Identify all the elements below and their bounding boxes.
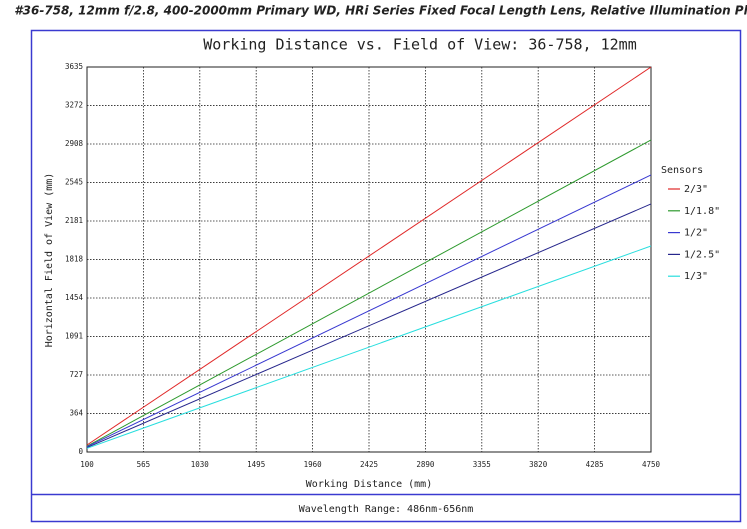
footer: Wavelength Range: 486nm-656nm bbox=[299, 504, 474, 515]
x-tick-label: 2425 bbox=[360, 460, 378, 469]
series-line bbox=[86, 245, 652, 449]
y-tick-label: 364 bbox=[69, 408, 83, 417]
x-tick-label: 3820 bbox=[529, 460, 548, 469]
y-tick-label: 3635 bbox=[65, 62, 83, 71]
frame bbox=[30, 29, 742, 523]
y-axis-label: Horizontal Field of View (mm) bbox=[44, 173, 55, 348]
plot-border bbox=[86, 66, 652, 453]
series-line bbox=[86, 203, 652, 449]
x-axis-label: Working Distance (mm) bbox=[306, 479, 432, 490]
series-line bbox=[86, 139, 652, 447]
x-tick-label: 100 bbox=[80, 460, 94, 469]
y-tick-label: 1454 bbox=[65, 293, 84, 302]
y-tick-label: 2181 bbox=[65, 216, 83, 225]
legend-label: 1/2" bbox=[684, 228, 708, 239]
x-tick-label: 1960 bbox=[304, 460, 323, 469]
legend-label: 1/1.8" bbox=[684, 206, 720, 217]
series-line bbox=[86, 174, 652, 448]
legend-label: 1/2.5" bbox=[684, 249, 720, 260]
legend-title: Sensors bbox=[661, 165, 703, 176]
x-tick-label: 1030 bbox=[191, 460, 210, 469]
y-tick-label: 2908 bbox=[65, 139, 84, 148]
y-tick-label: 0 bbox=[78, 447, 83, 456]
legend-label: 1/3" bbox=[684, 271, 708, 282]
y-tick-label: 1818 bbox=[65, 254, 84, 263]
y-tick-label: 1091 bbox=[65, 331, 83, 340]
page-header: #36-758, 12mm f/2.8, 400-2000mm Primary … bbox=[14, 4, 747, 18]
legend-label: 2/3" bbox=[684, 184, 708, 195]
series-line bbox=[86, 66, 652, 446]
x-tick-label: 1495 bbox=[247, 460, 265, 469]
x-tick-label: 565 bbox=[137, 460, 151, 469]
x-tick-label: 2890 bbox=[416, 460, 435, 469]
y-tick-label: 727 bbox=[69, 370, 83, 379]
chart-title: Working Distance vs. Field of View: 36-7… bbox=[203, 36, 636, 54]
x-tick-label: 4285 bbox=[586, 460, 604, 469]
y-tick-label: 3272 bbox=[65, 100, 83, 109]
x-tick-label: 4750 bbox=[642, 460, 661, 469]
x-tick-label: 3355 bbox=[473, 460, 491, 469]
y-tick-label: 2545 bbox=[65, 177, 83, 186]
